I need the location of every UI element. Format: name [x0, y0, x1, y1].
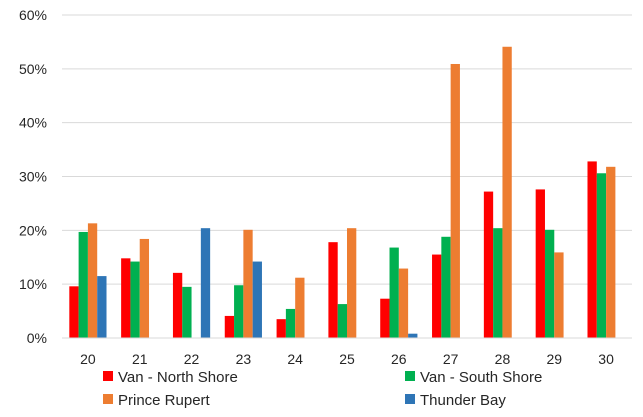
x-tick-label: 25: [339, 351, 355, 367]
bar-van-south-shore-26: [389, 247, 399, 338]
bar-van-north-shore-29: [535, 189, 545, 338]
y-tick-label: 30%: [19, 169, 47, 185]
x-tick-label: 20: [80, 351, 96, 367]
bar-prince-rupert-28: [502, 46, 512, 339]
legend: Van - North Shore Van - South Shore Prince…: [103, 369, 542, 409]
bar-thunder-bay-23: [252, 261, 262, 338]
bar-van-south-shore-29: [544, 229, 555, 338]
bar-van-north-shore-23: [224, 315, 235, 338]
bar-prince-rupert-27: [450, 63, 460, 338]
bar-van-north-shore-22: [172, 272, 183, 338]
bar-van-north-shore-30: [587, 161, 597, 338]
bar-van-north-shore-24: [276, 319, 286, 338]
bar-prince-rupert-29: [554, 252, 564, 338]
legend-swatch-van-north-shore: [103, 371, 113, 381]
x-axis-tick-labels: 20 21 22 23 24 25 26 27 28 29 30: [80, 351, 614, 367]
y-tick-label: 20%: [19, 222, 47, 238]
bar-van-north-shore-21: [121, 258, 131, 338]
bars: [69, 46, 616, 339]
bar-thunder-bay-20: [97, 276, 107, 338]
y-tick-label: 40%: [19, 115, 47, 131]
bar-van-south-shore-24: [285, 308, 296, 338]
legend-swatch-van-south-shore: [405, 371, 415, 381]
legend-label-van-north-shore: Van - North Shore: [118, 369, 238, 386]
bar-prince-rupert-25: [347, 228, 357, 338]
legend-label-thunder-bay: Thunder Bay: [420, 392, 506, 409]
bar-prince-rupert-23: [243, 229, 253, 338]
x-tick-label: 28: [495, 351, 511, 367]
bar-van-south-shore-22: [182, 286, 192, 338]
x-tick-label: 22: [184, 351, 200, 367]
y-tick-label: 60%: [19, 7, 47, 23]
bar-van-south-shore-28: [493, 228, 503, 338]
x-tick-label: 30: [598, 351, 614, 367]
bar-prince-rupert-26: [398, 268, 409, 338]
bar-van-south-shore-23: [234, 285, 244, 338]
x-tick-label: 24: [287, 351, 303, 367]
y-tick-label: 0%: [27, 330, 47, 346]
y-axis-tick-labels: 0% 10% 20% 30% 40% 50% 60%: [19, 7, 47, 346]
bar-van-south-shore-20: [78, 231, 88, 338]
bar-prince-rupert-20: [87, 223, 98, 338]
x-tick-label: 23: [236, 351, 252, 367]
x-tick-label: 26: [391, 351, 407, 367]
bar-van-north-shore-26: [380, 298, 390, 338]
bar-thunder-bay-26: [408, 333, 418, 338]
x-tick-label: 21: [132, 351, 148, 367]
y-tick-label: 10%: [19, 276, 47, 292]
bar-van-north-shore-28: [483, 191, 494, 338]
bar-van-north-shore-25: [328, 242, 338, 338]
bar-prince-rupert-30: [606, 166, 616, 338]
legend-label-van-south-shore: Van - South Shore: [420, 369, 542, 386]
bar-prince-rupert-21: [139, 238, 150, 338]
legend-swatch-prince-rupert: [103, 394, 113, 404]
legend-swatch-thunder-bay: [405, 394, 415, 404]
bar-van-south-shore-30: [596, 173, 607, 338]
x-tick-label: 27: [443, 351, 459, 367]
bar-van-south-shore-21: [130, 261, 140, 338]
legend-label-prince-rupert: Prince Rupert: [118, 392, 211, 409]
bar-van-north-shore-27: [432, 254, 442, 338]
bar-prince-rupert-24: [295, 277, 305, 338]
x-tick-label: 29: [546, 351, 562, 367]
bar-van-south-shore-25: [337, 304, 347, 338]
bar-van-north-shore-20: [69, 286, 79, 338]
bar-thunder-bay-22: [200, 228, 211, 338]
y-tick-label: 50%: [19, 61, 47, 77]
bar-van-south-shore-27: [441, 236, 451, 338]
